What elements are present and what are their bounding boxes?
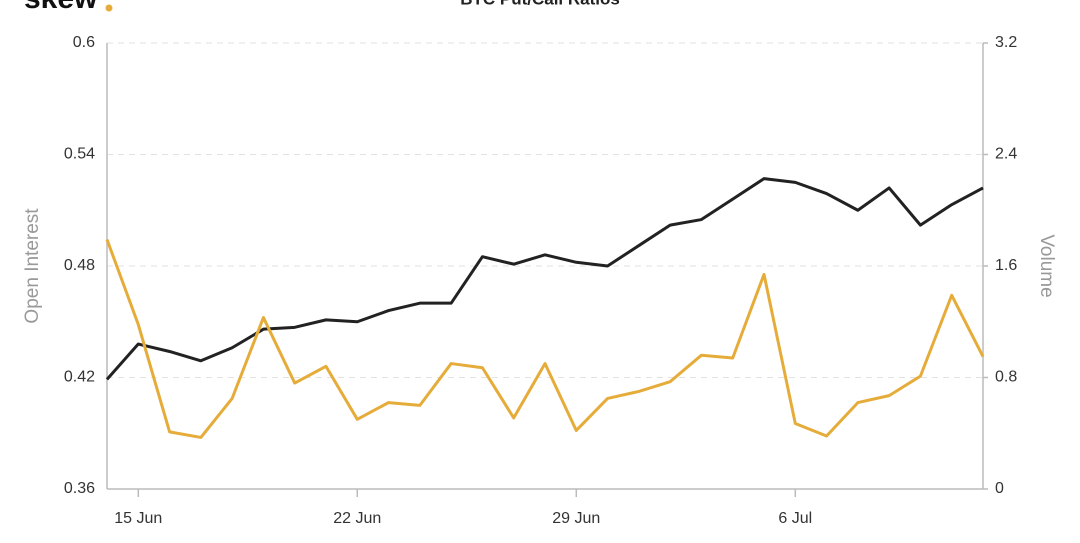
- y2-tick-label: 0.8: [995, 369, 1017, 386]
- x-tick-label: 29 Jun: [552, 510, 600, 527]
- y-tick-label: 0.48: [64, 257, 95, 274]
- y-tick-label: 0.54: [64, 146, 95, 163]
- y2-tick-label: 0: [995, 480, 1004, 497]
- logo-dot: [105, 4, 113, 12]
- series-line: [105, 177, 984, 381]
- chart-title: BTC Put/Call Ratios: [460, 0, 620, 8]
- y-tick-label: 0.36: [64, 480, 95, 497]
- series-line: [105, 239, 985, 439]
- y2-tick-label: 3.2: [995, 34, 1017, 51]
- x-tick-label: 15 Jun: [114, 510, 162, 527]
- x-tick-label: 22 Jun: [333, 510, 381, 527]
- y2-tick-label: 2.4: [995, 146, 1017, 163]
- y2-axis-label: Volume: [1036, 234, 1057, 297]
- y2-tick-label: 1.6: [995, 257, 1017, 274]
- x-tick-label: 6 Jul: [778, 510, 812, 527]
- y-tick-label: 0.6: [73, 34, 95, 51]
- y-tick-label: 0.42: [64, 369, 95, 386]
- y-axis-label: Open Interest: [22, 208, 43, 324]
- logo: skew: [24, 0, 98, 15]
